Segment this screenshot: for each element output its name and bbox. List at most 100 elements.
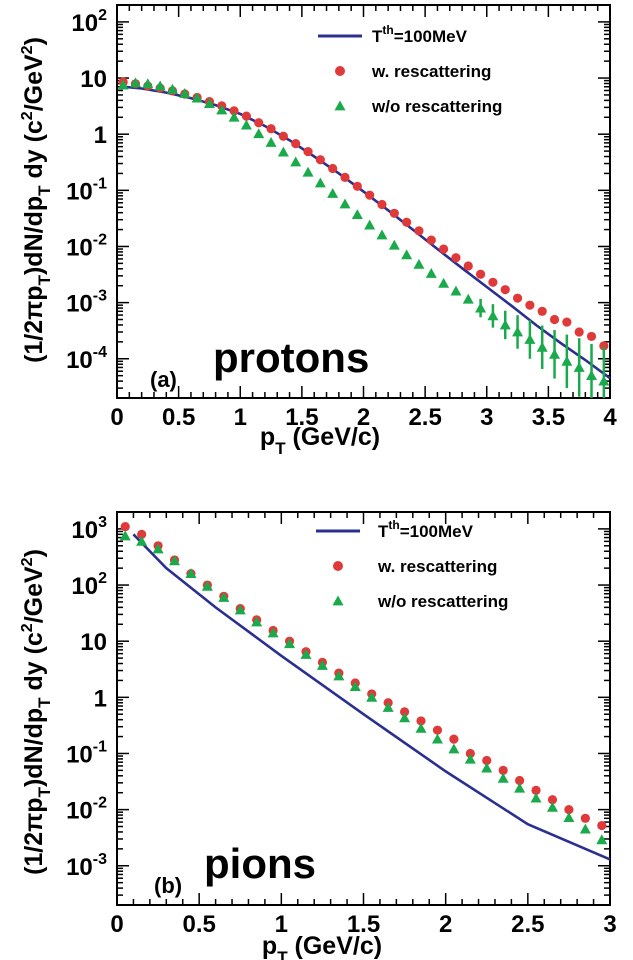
point-without-rescattering <box>316 659 328 670</box>
point-without-rescattering <box>388 239 400 250</box>
point-without-rescattering <box>216 104 228 115</box>
legend-label: w. rescattering <box>377 557 497 576</box>
x-tick-label: 2.5 <box>408 404 441 431</box>
point-with-rescattering <box>562 317 572 327</box>
y-tick-label: 10-3 <box>66 288 107 318</box>
point-with-rescattering <box>475 269 486 279</box>
point-without-rescattering <box>351 209 363 219</box>
point-with-rescattering <box>278 131 288 141</box>
point-with-rescattering <box>414 226 424 236</box>
point-without-rescattering <box>462 293 474 304</box>
point-with-rescattering <box>449 734 459 744</box>
legend-circle-icon <box>333 561 343 571</box>
point-with-rescattering <box>512 293 523 303</box>
point-without-rescattering <box>438 277 450 288</box>
point-without-rescattering <box>142 78 154 89</box>
point-without-rescattering <box>265 137 277 147</box>
point-with-rescattering <box>416 716 426 726</box>
point-without-rescattering <box>191 92 203 103</box>
point-with-rescattering <box>229 106 239 116</box>
x-tick-label: 2 <box>357 404 370 431</box>
point-without-rescattering <box>152 543 164 554</box>
y-tick-label: 102 <box>71 570 107 600</box>
point-with-rescattering <box>465 748 475 759</box>
point-without-rescattering <box>154 80 166 91</box>
x-tick-label: 0 <box>110 911 123 938</box>
y-tick-label: 10-4 <box>66 344 107 374</box>
point-without-rescattering <box>314 177 326 188</box>
point-without-rescattering <box>497 772 509 783</box>
point-with-rescattering <box>399 707 410 717</box>
y-tick-label: 10-2 <box>66 795 107 825</box>
y-tick-label: 103 <box>71 514 107 544</box>
point-without-rescattering <box>290 156 302 167</box>
point-with-rescattering <box>389 208 399 218</box>
point-with-rescattering <box>599 341 609 351</box>
point-without-rescattering <box>450 285 462 296</box>
point-without-rescattering <box>431 733 443 744</box>
panel-title: pions <box>204 840 316 887</box>
point-without-rescattering <box>481 762 493 773</box>
point-with-rescattering <box>549 314 560 325</box>
point-without-rescattering <box>166 83 178 94</box>
legend-label: w/o rescattering <box>371 97 502 116</box>
point-with-rescattering <box>241 111 252 121</box>
theory-curve <box>132 533 611 861</box>
point-without-rescattering <box>218 591 230 602</box>
point-with-rescattering <box>432 725 443 735</box>
x-axis-title: pT (GeV/c) <box>262 932 382 960</box>
point-with-rescattering <box>547 795 558 805</box>
point-without-rescattering <box>234 604 246 615</box>
point-without-rescattering <box>382 701 394 712</box>
y-tick-label: 1 <box>94 122 107 149</box>
point-without-rescattering <box>185 568 197 578</box>
point-without-rescattering <box>448 743 460 754</box>
point-with-rescattering <box>266 124 276 134</box>
point-without-rescattering <box>596 834 608 845</box>
point-with-rescattering <box>137 529 147 539</box>
point-with-rescattering <box>340 172 350 182</box>
point-with-rescattering <box>580 813 590 823</box>
point-without-rescattering <box>464 753 476 764</box>
x-tick-label: 1.5 <box>285 404 318 431</box>
point-without-rescattering <box>546 801 558 812</box>
y-tick-label: 102 <box>71 7 107 37</box>
y-axis-title: (1/2πpT)dN/dpT dy (c2/GeV2) <box>19 549 54 875</box>
point-without-rescattering <box>364 219 376 230</box>
point-with-rescattering <box>564 805 574 815</box>
point-with-rescattering <box>365 190 375 200</box>
point-without-rescattering <box>302 166 314 177</box>
point-with-rescattering <box>303 146 313 157</box>
point-without-rescattering <box>366 691 378 702</box>
legend-label: Tth=100MeV <box>378 518 474 541</box>
point-without-rescattering <box>201 580 213 591</box>
x-tick-label: 0.5 <box>182 911 215 938</box>
point-with-rescattering <box>315 155 325 165</box>
x-axis-title: pT (GeV/c) <box>260 423 380 458</box>
y-tick-label: 1 <box>94 685 107 712</box>
point-without-rescattering <box>563 812 575 823</box>
panel-pions: 0 0.5 1 1.5 2 2.5 310310210110-110-210-3Tth=10… <box>19 511 617 960</box>
x-tick-label: 1.5 <box>347 911 380 938</box>
point-without-rescattering <box>425 268 437 278</box>
point-without-rescattering <box>339 198 351 209</box>
legend-circle-icon <box>335 66 345 76</box>
point-without-rescattering <box>169 555 181 566</box>
point-without-rescattering <box>251 616 263 627</box>
x-tick-label: 3 <box>603 911 616 938</box>
point-with-rescattering <box>574 327 584 337</box>
legend-label: w/o rescattering <box>377 592 508 611</box>
legend-label: Tth=100MeV <box>372 23 468 46</box>
y-axis-title: (1/2πpT)dN/dpT dy (c2/GeV2) <box>19 37 54 363</box>
point-with-rescattering <box>352 181 362 191</box>
point-with-rescattering <box>377 199 387 210</box>
point-without-rescattering <box>401 249 413 260</box>
legend-triangle-icon <box>332 595 344 606</box>
point-without-rescattering <box>117 79 129 90</box>
point-with-rescattering <box>402 217 412 227</box>
point-with-rescattering <box>537 306 547 316</box>
point-without-rescattering <box>267 627 279 638</box>
x-tick-label: 3 <box>480 404 493 431</box>
y-tick-label: 10-1 <box>66 738 107 768</box>
y-tick-label: 10-1 <box>66 175 107 205</box>
